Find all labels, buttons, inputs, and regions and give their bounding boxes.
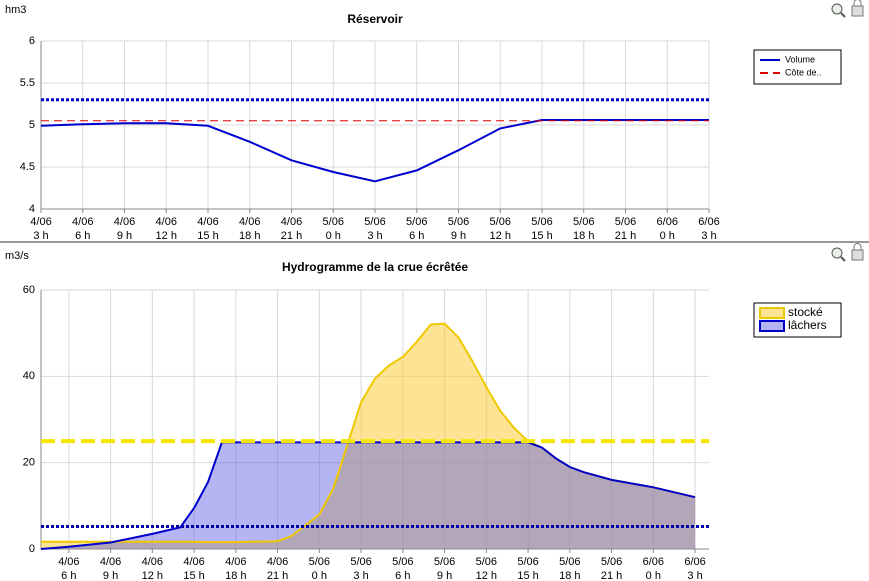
x-tick-label: 5/06	[531, 216, 552, 228]
x-tick-label: 9 h	[103, 570, 118, 581]
x-tick-label: 5/06	[573, 216, 594, 228]
legend-swatch	[759, 320, 785, 332]
x-tick-label: 5/06	[601, 556, 622, 568]
x-tick-label: 6/06	[657, 216, 678, 228]
chart-title: Réservoir	[347, 12, 403, 26]
line	[40, 119, 709, 183]
zoom-icon[interactable]	[831, 247, 846, 262]
x-tick-label: 4/06	[30, 216, 51, 228]
x-tick-label: 21 h	[615, 230, 636, 242]
x-tick-label: 5/06	[559, 556, 580, 568]
x-tick-label: 18 h	[239, 230, 260, 242]
x-tick-label: 12 h	[476, 570, 497, 581]
x-tick-label: 5/06	[615, 216, 636, 228]
x-tick-label: 4/06	[72, 216, 93, 228]
x-tick-label: 18 h	[225, 570, 246, 581]
x-tick-label: 5/06	[350, 556, 371, 568]
y-tick-label: 4	[29, 203, 35, 215]
x-tick-label: 6 h	[395, 570, 410, 581]
x-tick-label: 9 h	[437, 570, 452, 581]
x-tick-label: 12 h	[490, 230, 511, 242]
y-tick-label: 20	[23, 457, 35, 469]
x-tick-label: 15 h	[517, 570, 538, 581]
x-tick-label: 3 h	[701, 230, 716, 242]
x-tick-label: 6/06	[684, 556, 705, 568]
x-tick-label: 5/06	[364, 216, 385, 228]
x-tick-label: 6 h	[61, 570, 76, 581]
zoom-icon[interactable]	[831, 3, 846, 18]
x-tick-label: 18 h	[573, 230, 594, 242]
x-tick-label: 3 h	[33, 230, 48, 242]
x-tick-label: 0 h	[646, 570, 661, 581]
x-tick-label: 5/06	[392, 556, 413, 568]
lock-icon[interactable]	[851, 243, 864, 261]
x-tick-label: 15 h	[197, 230, 218, 242]
x-tick-label: 6/06	[643, 556, 664, 568]
x-tick-label: 5/06	[517, 556, 538, 568]
y-tick-label: 0	[29, 543, 35, 555]
legend-label: Volume	[785, 54, 815, 64]
y-tick-label: 60	[23, 284, 35, 296]
line	[40, 441, 696, 550]
x-tick-label: 21 h	[281, 230, 302, 242]
lock-icon[interactable]	[851, 0, 864, 17]
x-tick-label: 15 h	[531, 230, 552, 242]
x-tick-label: 6/06	[698, 216, 719, 228]
x-tick-label: 3 h	[367, 230, 382, 242]
x-tick-label: 12 h	[156, 230, 177, 242]
x-tick-label: 5/06	[309, 556, 330, 568]
x-tick-label: 6 h	[409, 230, 424, 242]
x-tick-label: 3 h	[353, 570, 368, 581]
y-tick-label: 4.5	[20, 161, 35, 173]
x-tick-label: 5/06	[323, 216, 344, 228]
x-tick-label: 0 h	[312, 570, 327, 581]
x-tick-label: 4/06	[58, 556, 79, 568]
x-tick-label: 18 h	[559, 570, 580, 581]
chart-title: Hydrogramme de la crue écrêtée	[282, 260, 468, 274]
x-tick-label: 4/06	[225, 556, 246, 568]
x-tick-label: 4/06	[239, 216, 260, 228]
legend-swatch	[759, 307, 785, 319]
x-tick-label: 0 h	[660, 230, 675, 242]
x-tick-label: 4/06	[281, 216, 302, 228]
x-tick-label: 15 h	[183, 570, 204, 581]
x-tick-label: 4/06	[197, 216, 218, 228]
x-tick-label: 6 h	[75, 230, 90, 242]
x-tick-label: 4/06	[114, 216, 135, 228]
x-tick-label: 12 h	[142, 570, 163, 581]
legend-label: Côte de..	[785, 67, 822, 77]
x-tick-label: 4/06	[267, 556, 288, 568]
x-tick-label: 9 h	[451, 230, 466, 242]
x-tick-label: 0 h	[326, 230, 341, 242]
y-tick-label: 40	[23, 370, 35, 382]
x-tick-label: 4/06	[183, 556, 204, 568]
legend-label: lâchers	[788, 318, 827, 332]
x-tick-label: 3 h	[687, 570, 702, 581]
y-tick-label: 6	[29, 35, 35, 47]
x-tick-label: 4/06	[142, 556, 163, 568]
area	[41, 442, 696, 549]
x-tick-label: 5/06	[490, 216, 511, 228]
y-tick-label: 5	[29, 119, 35, 131]
y-axis-unit: m3/s	[5, 250, 29, 262]
y-tick-label: 5.5	[20, 77, 35, 89]
area	[41, 323, 696, 549]
legend	[753, 49, 842, 85]
x-tick-label: 4/06	[156, 216, 177, 228]
x-tick-label: 4/06	[100, 556, 121, 568]
x-tick-label: 21 h	[267, 570, 288, 581]
x-tick-label: 9 h	[117, 230, 132, 242]
x-tick-label: 5/06	[434, 556, 455, 568]
x-tick-label: 21 h	[601, 570, 622, 581]
x-tick-label: 5/06	[476, 556, 497, 568]
x-tick-label: 5/06	[406, 216, 427, 228]
x-tick-label: 5/06	[448, 216, 469, 228]
legend-label: stocké	[788, 305, 823, 319]
y-axis-unit: hm3	[5, 4, 26, 16]
